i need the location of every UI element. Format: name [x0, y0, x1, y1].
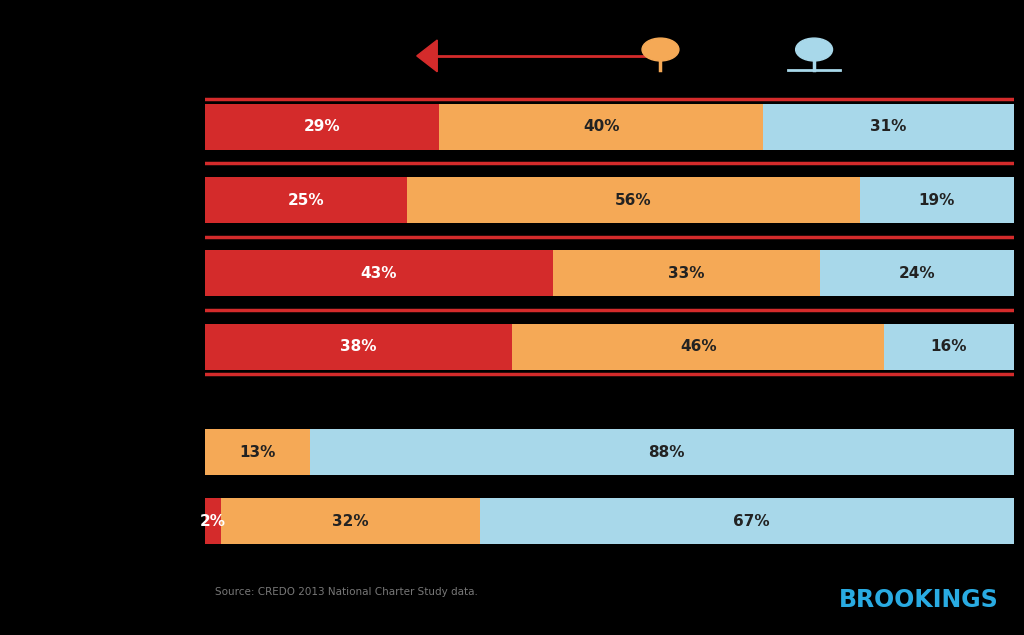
- Bar: [885, 324, 1014, 370]
- Bar: [408, 177, 860, 223]
- Bar: [205, 324, 512, 370]
- Text: 40%: 40%: [583, 119, 620, 134]
- Text: 24%: 24%: [898, 266, 935, 281]
- Circle shape: [642, 38, 679, 61]
- Text: 88%: 88%: [647, 444, 684, 460]
- Text: 29%: 29%: [304, 119, 340, 134]
- Circle shape: [796, 38, 833, 61]
- Text: 2%: 2%: [200, 514, 226, 528]
- Bar: [553, 250, 819, 297]
- Bar: [439, 104, 763, 150]
- Bar: [819, 250, 1014, 297]
- Bar: [763, 104, 1014, 150]
- Text: 19%: 19%: [919, 192, 955, 208]
- Bar: [205, 104, 439, 150]
- Bar: [205, 498, 221, 544]
- Text: 32%: 32%: [332, 514, 369, 528]
- Polygon shape: [417, 40, 437, 72]
- Bar: [860, 177, 1014, 223]
- Text: 43%: 43%: [360, 266, 397, 281]
- Text: 38%: 38%: [340, 339, 377, 354]
- Text: 33%: 33%: [668, 266, 705, 281]
- Text: 31%: 31%: [870, 119, 906, 134]
- Text: 25%: 25%: [288, 192, 325, 208]
- Bar: [205, 177, 408, 223]
- Text: BROOKINGS: BROOKINGS: [839, 588, 998, 612]
- Text: Source: CREDO 2013 National Charter Study data.: Source: CREDO 2013 National Charter Stud…: [215, 587, 478, 597]
- Bar: [480, 498, 1022, 544]
- Text: 46%: 46%: [680, 339, 717, 354]
- Bar: [512, 324, 885, 370]
- Bar: [205, 250, 553, 297]
- Text: 67%: 67%: [732, 514, 769, 528]
- Text: 13%: 13%: [240, 444, 275, 460]
- Text: 56%: 56%: [615, 192, 652, 208]
- Bar: [310, 429, 1022, 475]
- Bar: [221, 498, 480, 544]
- Text: 16%: 16%: [931, 339, 968, 354]
- Bar: [205, 429, 310, 475]
